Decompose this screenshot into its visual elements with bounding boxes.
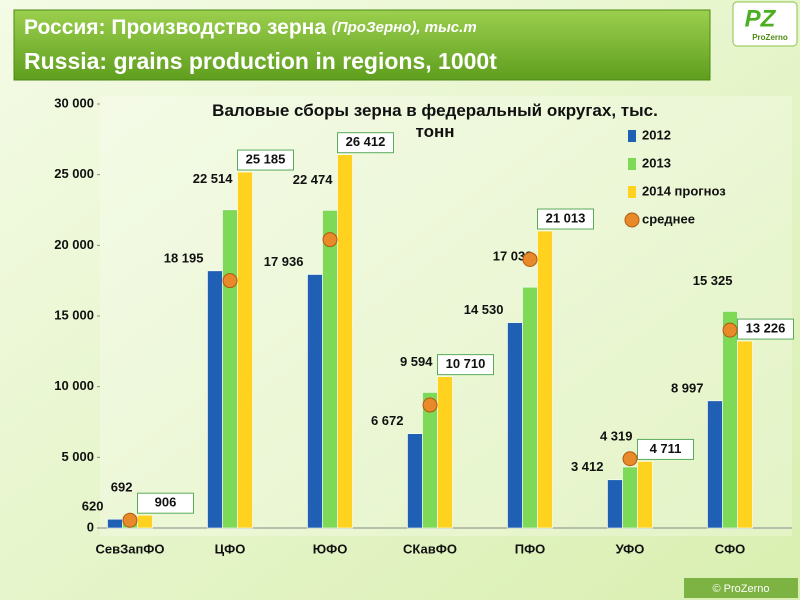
bar [237, 171, 253, 529]
legend-swatch [628, 130, 636, 142]
bar [622, 466, 638, 529]
x-tick-label: ЮФО [313, 541, 348, 556]
bar [422, 392, 438, 529]
title-note: (ПроЗерно), тыс.т [332, 19, 477, 36]
chart-title: Валовые сборы зерна в федеральный округа… [212, 101, 658, 141]
x-tick-label: ЦФО [215, 541, 246, 556]
bar [107, 518, 123, 529]
y-tick-label: 10 000 [54, 378, 94, 393]
value-label: 26 412 [346, 134, 386, 149]
y-tick-label: 5 000 [61, 449, 94, 464]
average-marker [522, 251, 538, 267]
bar [207, 270, 223, 529]
legend-swatch [628, 158, 636, 170]
value-label: 3 412 [571, 459, 604, 474]
footer-box [684, 578, 798, 598]
value-label: 4 711 [650, 441, 682, 456]
logo-text: ProZerno [752, 33, 788, 42]
value-label: 10 710 [446, 356, 486, 371]
bar [522, 286, 538, 529]
logo-box [732, 1, 798, 47]
value-label: 620 [82, 499, 104, 514]
subtitle: Russia: grains production in regions, 10… [24, 48, 497, 74]
y-tick-label: 20 000 [54, 237, 94, 252]
bar [607, 479, 623, 529]
average-marker [222, 273, 238, 289]
value-label: 22 474 [293, 172, 334, 187]
average-marker [722, 322, 738, 338]
title-line: Россия: Производство зерна (ПроЗерно), т… [24, 16, 477, 39]
bar [537, 230, 553, 529]
value-label: 8 997 [671, 380, 704, 395]
bar [437, 376, 453, 529]
bar [307, 274, 323, 529]
bar [337, 154, 353, 529]
y-tick-label: 15 000 [54, 307, 94, 322]
x-tick-label: УФО [616, 541, 645, 556]
value-label-box [137, 492, 194, 514]
legend-label: среднее [642, 211, 695, 226]
y-tick-label: 0 [87, 519, 94, 534]
value-label: 4 319 [600, 428, 633, 443]
x-tick-label: СевЗапФО [95, 541, 164, 556]
legend-swatch [628, 186, 636, 198]
value-label-box [537, 208, 594, 230]
value-label: 14 530 [464, 302, 504, 317]
x-tick-label: СФО [715, 541, 746, 556]
logo: PZ [745, 5, 777, 32]
value-label: 692 [111, 480, 133, 495]
average-marker [122, 512, 138, 528]
legend-marker [624, 212, 640, 228]
bar [407, 433, 423, 529]
value-label: 6 672 [371, 413, 404, 428]
value-label: 21 013 [546, 210, 586, 225]
bar [707, 400, 723, 529]
y-tick-label: 30 000 [54, 95, 94, 110]
value-label-box [437, 354, 494, 376]
value-label: 15 325 [693, 273, 733, 288]
value-label-box [237, 149, 294, 171]
bar [637, 461, 653, 529]
value-label-box [737, 318, 794, 340]
bar [722, 311, 738, 529]
title-banner [13, 9, 711, 81]
value-label-box [637, 438, 694, 460]
average-marker [322, 232, 338, 248]
chart-title-line: Валовые сборы зерна в федеральный округа… [212, 101, 658, 120]
value-label: 9 594 [400, 354, 433, 369]
average-marker [422, 397, 438, 413]
title: Россия: Производство зерна [24, 16, 326, 39]
bar [322, 210, 338, 529]
x-tick-label: СКавФО [403, 541, 457, 556]
bar [222, 209, 238, 529]
chart-title-line: тонн [415, 122, 454, 141]
legend-label: 2014 прогноз [642, 183, 726, 198]
average-marker [622, 451, 638, 467]
value-label: 22 514 [193, 171, 234, 186]
value-label: 13 226 [746, 321, 786, 336]
x-tick-label: ПФО [515, 541, 546, 556]
y-tick-label: 25 000 [54, 166, 94, 181]
footer: © ProZerno [712, 583, 769, 595]
legend-label: 2012 [642, 127, 671, 142]
legend-label: 2013 [642, 155, 671, 170]
bar [137, 514, 153, 529]
value-label-box [337, 132, 394, 154]
value-label: 17 936 [264, 254, 304, 269]
bar [737, 340, 753, 529]
value-label: 906 [155, 495, 177, 510]
value-label: 25 185 [246, 151, 286, 166]
value-label: 18 195 [164, 250, 204, 265]
bar [507, 322, 523, 529]
